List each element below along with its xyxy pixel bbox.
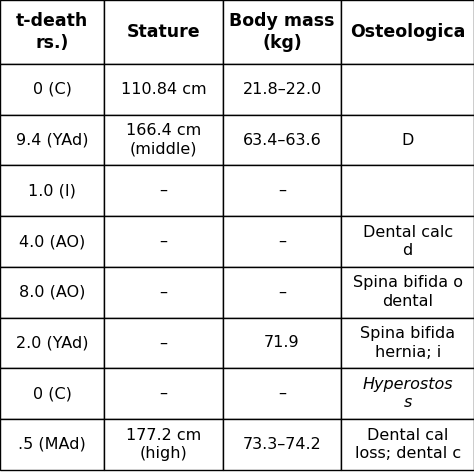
Bar — [0, 419, 104, 470]
Text: 63.4–63.6: 63.4–63.6 — [243, 133, 321, 147]
Text: 2.0 (YAd): 2.0 (YAd) — [16, 336, 88, 350]
Bar — [223, 165, 341, 216]
Bar — [104, 318, 223, 368]
Text: –: – — [160, 386, 167, 401]
Bar — [0, 216, 104, 267]
Text: Body mass
(kg): Body mass (kg) — [229, 12, 335, 52]
Text: –: – — [160, 234, 167, 249]
Text: Stature: Stature — [127, 23, 201, 41]
Text: –: – — [160, 285, 167, 300]
Text: D: D — [401, 133, 414, 147]
Bar — [223, 368, 341, 419]
Bar — [223, 64, 341, 115]
Bar — [223, 318, 341, 368]
Bar — [0, 0, 104, 64]
Text: –: – — [278, 285, 286, 300]
Bar — [104, 368, 223, 419]
Text: 71.9: 71.9 — [264, 336, 300, 350]
Bar — [223, 267, 341, 318]
Bar — [223, 216, 341, 267]
Text: Osteologica: Osteologica — [350, 23, 465, 41]
Bar — [104, 165, 223, 216]
Bar — [0, 267, 104, 318]
Text: 177.2 cm
(high): 177.2 cm (high) — [126, 428, 201, 461]
Text: 1.0 (I): 1.0 (I) — [28, 183, 76, 198]
Text: 21.8–22.0: 21.8–22.0 — [242, 82, 322, 97]
Bar — [341, 165, 474, 216]
Text: –: – — [278, 183, 286, 198]
Bar — [341, 368, 474, 419]
Text: 4.0 (AO): 4.0 (AO) — [19, 234, 85, 249]
Bar — [223, 419, 341, 470]
Text: 166.4 cm
(middle): 166.4 cm (middle) — [126, 123, 201, 157]
Text: 73.3–74.2: 73.3–74.2 — [243, 437, 321, 452]
Bar — [341, 419, 474, 470]
Text: –: – — [278, 234, 286, 249]
Bar — [341, 64, 474, 115]
Bar — [223, 115, 341, 165]
Bar — [104, 419, 223, 470]
Bar — [0, 318, 104, 368]
Text: 0 (C): 0 (C) — [33, 82, 72, 97]
Bar — [341, 267, 474, 318]
Text: 110.84 cm: 110.84 cm — [121, 82, 206, 97]
Bar — [104, 0, 223, 64]
Text: t-death
rs.): t-death rs.) — [16, 12, 88, 52]
Bar — [104, 64, 223, 115]
Bar — [104, 115, 223, 165]
Bar — [341, 318, 474, 368]
Text: 8.0 (AO): 8.0 (AO) — [19, 285, 85, 300]
Bar — [223, 0, 341, 64]
Text: Dental cal
loss; dental c: Dental cal loss; dental c — [355, 428, 461, 461]
Bar — [341, 216, 474, 267]
Text: Spina bifida
hernia; i: Spina bifida hernia; i — [360, 326, 455, 360]
Bar — [104, 267, 223, 318]
Bar — [0, 165, 104, 216]
Text: 9.4 (YAd): 9.4 (YAd) — [16, 133, 88, 147]
Bar — [0, 115, 104, 165]
Text: –: – — [278, 386, 286, 401]
Text: –: – — [160, 336, 167, 350]
Bar — [104, 216, 223, 267]
Bar — [0, 368, 104, 419]
Text: –: – — [160, 183, 167, 198]
Text: Spina bifida o
dental: Spina bifida o dental — [353, 275, 463, 309]
Text: Dental calc
d: Dental calc d — [363, 225, 453, 258]
Bar — [341, 115, 474, 165]
Bar — [0, 64, 104, 115]
Text: .5 (MAd): .5 (MAd) — [18, 437, 86, 452]
Text: 0 (C): 0 (C) — [33, 386, 72, 401]
Text: Hyperostos
s: Hyperostos s — [362, 377, 453, 410]
Bar — [341, 0, 474, 64]
